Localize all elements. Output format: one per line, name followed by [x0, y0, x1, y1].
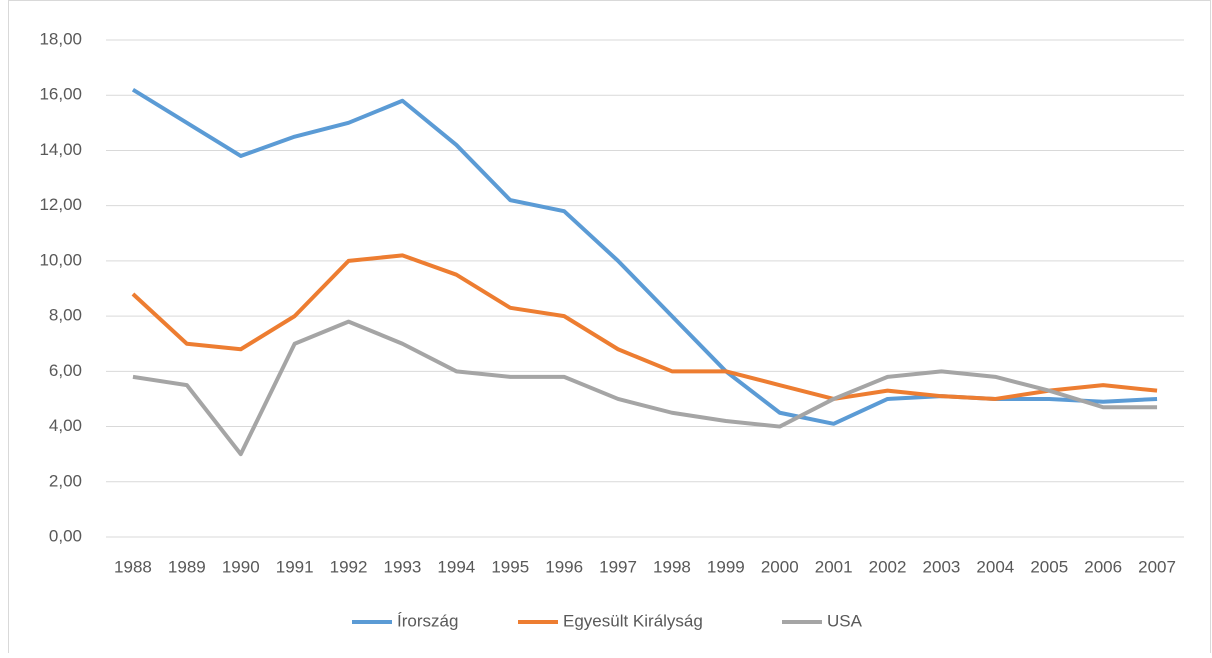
y-tick-label: 16,00 — [39, 85, 82, 104]
x-tick-label: 2002 — [869, 557, 907, 576]
legend-label: Egyesült Királyság — [563, 611, 703, 630]
x-tick-label: 1995 — [491, 557, 529, 576]
chart-border — [8, 0, 1211, 658]
y-tick-label: 0,00 — [49, 526, 82, 545]
y-tick-label: 12,00 — [39, 195, 82, 214]
x-tick-label: 2001 — [815, 557, 853, 576]
x-tick-label: 1998 — [653, 557, 691, 576]
x-tick-label: 1999 — [707, 557, 745, 576]
x-tick-label: 2000 — [761, 557, 799, 576]
y-tick-label: 14,00 — [39, 140, 82, 159]
x-tick-label: 1991 — [276, 557, 314, 576]
series-line — [131, 87, 1158, 426]
legend-label: Írország — [397, 611, 458, 630]
x-tick-label: 2003 — [923, 557, 961, 576]
x-tick-label: 2007 — [1138, 557, 1176, 576]
x-tick-label: 1994 — [437, 557, 475, 576]
x-tick-label: 1990 — [222, 557, 260, 576]
x-tick-label: 2004 — [976, 557, 1014, 576]
y-tick-label: 10,00 — [39, 250, 82, 269]
y-tick-label: 8,00 — [49, 306, 82, 325]
legend-label: USA — [827, 611, 863, 630]
y-tick-label: 4,00 — [49, 416, 82, 435]
x-tick-label: 2006 — [1084, 557, 1122, 576]
y-tick-label: 18,00 — [39, 29, 82, 48]
series-line — [132, 319, 1158, 457]
y-tick-label: 2,00 — [49, 471, 82, 490]
series-line — [131, 253, 1158, 401]
y-tick-label: 6,00 — [49, 361, 82, 380]
x-tick-label: 1997 — [599, 557, 637, 576]
x-tick-label: 1992 — [330, 557, 368, 576]
x-tick-label: 2005 — [1030, 557, 1068, 576]
x-tick-label: 1996 — [545, 557, 583, 576]
x-tick-label: 1993 — [384, 557, 422, 576]
x-tick-label: 1988 — [114, 557, 152, 576]
x-tick-label: 1989 — [168, 557, 206, 576]
